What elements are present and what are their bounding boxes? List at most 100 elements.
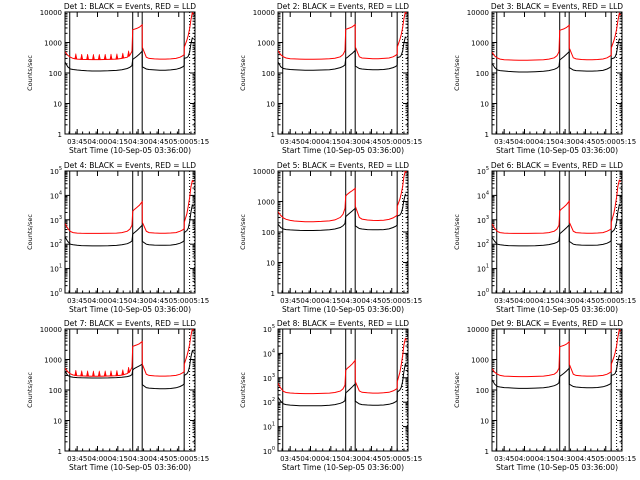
x-tick-label: 04:30	[555, 297, 575, 305]
x-tick-label: 03:45	[67, 297, 87, 305]
x-tick-label: 04:45	[148, 138, 168, 146]
y-tick-label-base: 10000	[40, 326, 62, 334]
y-tick-label-exponent: 3	[272, 373, 275, 379]
y-tick-label-base: 1	[485, 131, 489, 139]
x-tick-label: 04:15	[321, 138, 341, 146]
chart-title: Det 4: BLACK = Events, RED = LLD	[64, 161, 196, 170]
y-tick-label-exponent: 2	[272, 397, 275, 403]
y-tick-label-base: 10	[477, 168, 486, 176]
x-axis-label: Start Time (10-Sep-05 03:36:00)	[69, 305, 191, 314]
y-tick-label-exponent: 5	[272, 324, 275, 330]
y-axis-label: Counts/sec	[239, 55, 247, 91]
y-tick-label: 10	[53, 101, 62, 109]
lld-spike	[80, 53, 84, 60]
x-tick-label: 04:45	[361, 138, 381, 146]
plot-frame	[64, 11, 196, 135]
chart-panel-det-5: 1 10 100 1000 10000 03:45 04:00 04:15 04:30 04:45…	[239, 161, 422, 314]
chart-title: Det 1: BLACK = Events, RED = LLD	[64, 2, 196, 11]
y-tick-label-base: 1000	[471, 40, 489, 48]
x-tick-label: 05:00	[596, 138, 616, 146]
y-tick-label-base: 10000	[40, 9, 62, 17]
x-tick-label: 04:00	[514, 297, 534, 305]
y-tick-label: 100	[49, 70, 62, 78]
y-tick-label: 102	[50, 239, 62, 249]
y-tick-label: 100	[50, 288, 62, 298]
y-tick-label: 10000	[40, 326, 62, 334]
y-tick-label: 100	[262, 70, 275, 78]
x-tick-label: 04:30	[341, 455, 361, 463]
x-tick-label: 05:00	[596, 455, 616, 463]
y-tick-label: 103	[263, 373, 275, 383]
y-tick-label-exponent: 0	[59, 288, 62, 294]
plot-frame	[64, 328, 196, 452]
y-axis-label: Counts/sec	[26, 55, 34, 91]
y-tick-label-base: 10	[53, 418, 62, 426]
y-tick-label-base: 1	[485, 448, 489, 456]
chart-title: Det 8: BLACK = Events, RED = LLD	[277, 319, 409, 328]
x-tick-label: 04:00	[87, 297, 107, 305]
x-axis-label: Start Time (10-Sep-05 03:36:00)	[69, 146, 191, 155]
series-lld-line	[278, 171, 407, 223]
y-tick-label: 10000	[467, 9, 489, 17]
series-lld-line	[492, 12, 621, 61]
x-tick-label: 04:00	[300, 455, 320, 463]
x-axis-label: Start Time (10-Sep-05 03:36:00)	[69, 463, 191, 472]
chart-title: Det 6: BLACK = Events, RED = LLD	[491, 161, 623, 170]
lld-spike	[127, 50, 131, 57]
x-tick-label: 04:45	[575, 297, 595, 305]
y-tick-label-base: 10000	[253, 168, 275, 176]
y-tick-label-base: 10	[53, 101, 62, 109]
x-tick-label: 03:45	[494, 455, 514, 463]
x-tick-label: 04:30	[128, 455, 148, 463]
y-tick-label: 10	[53, 418, 62, 426]
x-tick-label: 05:15	[189, 138, 209, 146]
y-tick-label-base: 10000	[467, 9, 489, 17]
x-tick-label: 04:30	[555, 138, 575, 146]
x-axis-label: Start Time (10-Sep-05 03:36:00)	[496, 146, 618, 155]
x-tick-label: 05:15	[616, 455, 636, 463]
lld-spike	[92, 54, 95, 60]
y-tick-label: 10	[266, 260, 275, 268]
plot-frame	[277, 11, 409, 135]
x-tick-label: 04:15	[108, 455, 128, 463]
x-tick-label: 05:00	[382, 138, 402, 146]
y-tick-label-base: 1	[271, 131, 275, 139]
y-tick-label-base: 1000	[257, 199, 275, 207]
y-tick-label-base: 10	[266, 260, 275, 268]
y-tick-label: 1	[485, 131, 489, 139]
y-tick-label-base: 10	[266, 101, 275, 109]
x-tick-label: 03:45	[494, 138, 514, 146]
y-tick-label-base: 100	[262, 229, 275, 237]
plot-frame	[277, 328, 409, 452]
series-events-line	[492, 354, 621, 389]
plot-frame	[491, 328, 623, 452]
y-tick-label-base: 100	[476, 70, 489, 78]
y-tick-label-base: 10	[477, 290, 486, 298]
chart-panel-det-9: 1 10 100 1000 10000 03:45 04:00 04:15 04:30 04:45…	[453, 319, 636, 472]
chart-panel-det-3: 1 10 100 1000 10000 03:45 04:00 04:15 04:30 04:45…	[453, 2, 636, 155]
y-tick-label: 104	[263, 348, 275, 358]
y-tick-label: 1000	[471, 40, 489, 48]
y-axis-label: Counts/sec	[239, 372, 247, 408]
y-tick-label-base: 10	[477, 217, 486, 225]
y-tick-label: 100	[476, 387, 489, 395]
y-tick-label: 1	[58, 448, 62, 456]
x-tick-label: 04:30	[555, 455, 575, 463]
y-tick-label-exponent: 5	[59, 166, 62, 172]
lld-spike	[121, 369, 125, 376]
y-tick-label-base: 100	[49, 70, 62, 78]
plot-frame	[491, 11, 623, 135]
plot-frame	[491, 170, 623, 294]
y-tick-label-base: 1000	[471, 357, 489, 365]
y-tick-label-base: 10	[263, 375, 272, 383]
lld-spike	[86, 54, 90, 60]
y-tick-label-base: 1	[58, 131, 62, 139]
x-axis-label: Start Time (10-Sep-05 03:36:00)	[282, 146, 404, 155]
y-tick-label: 10000	[40, 9, 62, 17]
x-tick-label: 05:00	[596, 297, 616, 305]
y-tick-label: 1000	[257, 40, 275, 48]
chart-panel-det-7: 1 10 100 1000 10000 03:45 04:00 04:15 04:30 04:45…	[26, 319, 209, 472]
y-tick-label-base: 100	[476, 387, 489, 395]
